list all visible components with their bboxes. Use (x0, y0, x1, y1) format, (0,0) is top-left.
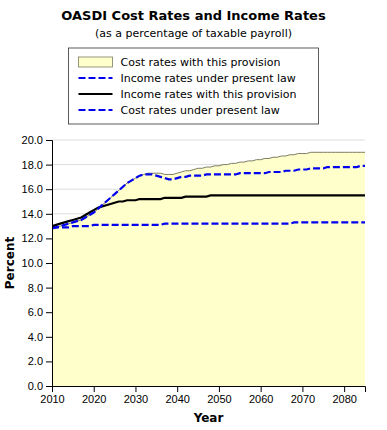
y-tick: 2.0 (28, 355, 52, 367)
y-tick: 20.0 (22, 134, 52, 146)
y-tick-mark (46, 337, 52, 338)
y-tick: 14.0 (22, 208, 52, 220)
area-edge (52, 152, 365, 228)
x-tick: 2070 (291, 386, 315, 405)
legend-item: Cost rates under present law (79, 104, 280, 117)
y-tick-mark (46, 189, 52, 190)
y-tick-mark (46, 214, 52, 215)
chart: OASDI Cost Rates and Income Rates (as a p… (0, 0, 387, 430)
y-tick-mark (46, 288, 52, 289)
legend-swatch (79, 57, 113, 67)
x-tick-label: 2080 (332, 393, 356, 405)
y-tick-label: 0.0 (28, 380, 43, 392)
y-tick-label: 6.0 (28, 306, 43, 318)
y-axis: 0.0 2.0 4.0 6.0 8.0 10.0 12.0 14.0 16.0 18.0 20.0 (22, 134, 53, 392)
y-tick-label: 14.0 (22, 208, 43, 220)
legend-item: Income rates under present law (79, 72, 296, 85)
x-tick-label: 2010 (40, 393, 64, 405)
y-tick-mark (46, 140, 52, 141)
x-tick-label: 2050 (207, 393, 231, 405)
y-tick: 0.0 (28, 380, 52, 392)
y-tick: 4.0 (28, 331, 52, 343)
y-tick: 10.0 (22, 257, 52, 269)
area (52, 152, 365, 386)
legend-item: Cost rates with this provision (79, 56, 281, 69)
y-tick-label: 10.0 (22, 257, 43, 269)
y-tick: 8.0 (28, 282, 52, 294)
y-tick-label: 16.0 (22, 183, 43, 195)
x-tick-mark (302, 386, 303, 392)
x-tick-mark (261, 386, 262, 392)
y-tick: 6.0 (28, 306, 52, 318)
line (52, 166, 365, 229)
legend-label: Income rates with this provision (121, 88, 297, 101)
y-tick-label: 2.0 (28, 355, 43, 367)
x-tick-label: 2040 (165, 393, 189, 405)
subtitle: (as a percentage of taxable payroll) (95, 27, 292, 40)
y-tick-label: 18.0 (22, 159, 43, 171)
y-tick: 12.0 (22, 232, 52, 244)
y-axis-line (46, 141, 53, 387)
legend: Cost rates with this provision Income rat… (69, 48, 319, 124)
legend-label: Cost rates with this provision (121, 56, 281, 69)
x-tick-label: 2060 (249, 393, 273, 405)
y-tick: 18.0 (22, 159, 52, 171)
plot: 2010 2020 2030 2040 2050 2060 2070 2080 0.0 2.0 4.… (22, 134, 366, 405)
y-tick-label: 4.0 (28, 331, 43, 343)
legend-label: Income rates under present law (121, 72, 296, 85)
x-axis-title: Year (193, 411, 224, 425)
y-tick-label: 20.0 (22, 134, 43, 146)
title: OASDI Cost Rates and Income Rates (61, 8, 326, 23)
x-tick: 2080 (332, 386, 356, 405)
y-tick-label: 8.0 (28, 282, 43, 294)
x-tick-mark (135, 386, 136, 392)
grid-line (52, 140, 365, 141)
y-tick-mark (46, 263, 52, 264)
y-tick-mark (46, 165, 52, 166)
legend-swatch (79, 77, 113, 79)
legend-swatch (79, 109, 113, 111)
grid (52, 140, 365, 386)
x-tick: 2030 (124, 386, 148, 405)
marks (52, 152, 365, 386)
x-tick: 2010 (40, 386, 64, 405)
legend-item: Income rates with this provision (79, 88, 297, 101)
x-tick: 2020 (82, 386, 106, 405)
y-axis-title: Percent (3, 237, 17, 290)
line (52, 195, 365, 226)
x-tick: 2050 (207, 386, 231, 405)
legend-swatch (79, 93, 113, 95)
y-tick-mark (46, 312, 52, 313)
x-tick-mark (94, 386, 95, 392)
x-tick-mark (219, 386, 220, 392)
x-tick-label: 2020 (82, 393, 106, 405)
legend-box (69, 48, 319, 124)
y-tick: 16.0 (22, 183, 52, 195)
x-axis-line (53, 387, 366, 393)
y-tick-mark (46, 386, 52, 387)
y-tick-mark (46, 361, 52, 362)
x-tick-mark (177, 386, 178, 392)
x-tick: 2040 (165, 386, 189, 405)
x-axis: 2010 2020 2030 2040 2050 2060 2070 2080 (40, 386, 365, 405)
x-tick-label: 2030 (124, 393, 148, 405)
line (52, 222, 365, 227)
x-tick: 2060 (249, 386, 273, 405)
legend-label: Cost rates under present law (121, 104, 280, 117)
y-tick-mark (46, 238, 52, 239)
x-tick-label: 2070 (291, 393, 315, 405)
y-tick-label: 12.0 (22, 232, 43, 244)
x-tick-mark (344, 386, 345, 392)
